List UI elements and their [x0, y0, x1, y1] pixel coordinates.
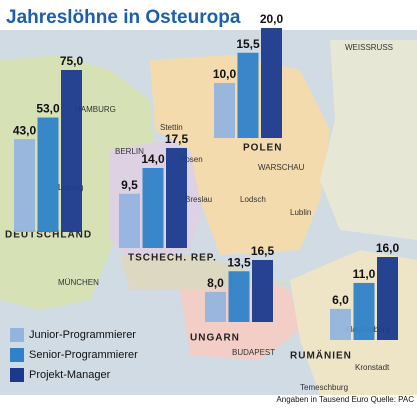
category-label: DEUTSCHLAND	[5, 230, 92, 241]
map-poland	[150, 55, 330, 255]
value-label: 17,5	[165, 132, 189, 146]
legend-swatch	[10, 368, 24, 382]
footnote: Angaben in Tausend Euro Quelle: PAC	[276, 395, 414, 404]
map-label: MÜNCHEN	[58, 278, 99, 287]
value-label: 43,0	[13, 123, 37, 137]
chart-title: Jahreslöhne in Osteuropa	[6, 7, 241, 28]
legend-swatch	[10, 348, 24, 362]
bar	[353, 282, 375, 340]
bar	[166, 148, 187, 248]
bar	[205, 291, 226, 322]
value-label: 16,0	[376, 241, 400, 255]
legend-label: Projekt-Manager	[29, 369, 111, 381]
bar	[252, 260, 273, 322]
value-label: 14,0	[141, 152, 165, 166]
value-label: 13,5	[227, 255, 251, 269]
legend-label: Senior-Programmierer	[29, 349, 138, 361]
bar	[377, 257, 398, 340]
value-label: 10,0	[213, 67, 237, 81]
legend-label: Junior-Programmierer	[29, 329, 136, 341]
map-label: Breslau	[185, 195, 212, 204]
map-label: Stettin	[160, 123, 183, 132]
map-label: Lublin	[290, 208, 311, 217]
bar	[119, 193, 140, 248]
value-label: 75,0	[60, 54, 84, 68]
category-label: RUMÄNIEN	[290, 349, 352, 362]
map-belarus	[320, 40, 417, 240]
bar	[142, 168, 164, 248]
map-label: WARSCHAU	[258, 163, 305, 172]
map-label: Posen	[180, 155, 203, 164]
category-label: UNGARN	[190, 333, 240, 344]
map-label: BERLIN	[115, 147, 144, 156]
value-label: 20,0	[260, 12, 284, 26]
value-label: 16,5	[251, 244, 275, 258]
category-label: POLEN	[243, 143, 282, 154]
value-label: 6,0	[332, 293, 349, 307]
category-label: TSCHECH. REP.	[128, 253, 217, 264]
value-label: 9,5	[121, 178, 138, 192]
map-label: HAMBURG	[75, 105, 116, 114]
value-label: 15,5	[236, 37, 260, 51]
value-label: 8,0	[207, 276, 224, 290]
bar	[37, 117, 59, 232]
bar	[228, 271, 250, 322]
map-label: Lodsch	[240, 195, 266, 204]
legend-swatch	[10, 328, 24, 342]
map-label: WEISSRUSS	[345, 43, 393, 52]
bar	[261, 28, 282, 138]
value-label: 11,0	[353, 267, 376, 281]
bar	[237, 52, 259, 138]
bar	[14, 139, 35, 232]
bar	[330, 308, 351, 340]
map-label: BUDAPEST	[232, 348, 275, 357]
map-label: Temeschburg	[300, 383, 348, 392]
bar	[61, 70, 82, 232]
value-label: 53,0	[36, 102, 60, 116]
bar	[214, 83, 235, 138]
map-label: Kronstadt	[355, 363, 390, 372]
